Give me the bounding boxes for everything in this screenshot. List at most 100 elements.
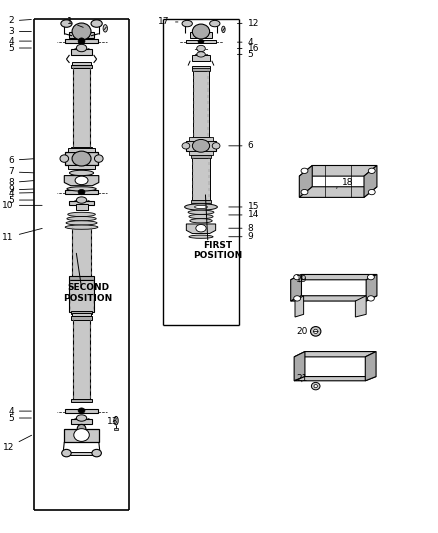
Bar — [64, 429, 99, 442]
Bar — [114, 427, 118, 430]
Text: 4: 4 — [8, 407, 32, 416]
Ellipse shape — [65, 225, 98, 229]
Polygon shape — [291, 274, 377, 280]
Ellipse shape — [77, 424, 86, 433]
Bar — [71, 311, 92, 314]
Ellipse shape — [192, 140, 210, 152]
Ellipse shape — [368, 168, 375, 173]
Text: 21: 21 — [297, 374, 308, 383]
Ellipse shape — [301, 189, 308, 195]
Polygon shape — [299, 165, 312, 197]
Text: 4: 4 — [237, 38, 253, 47]
Bar — [73, 318, 90, 400]
Text: 1: 1 — [67, 18, 83, 27]
Text: 11: 11 — [2, 229, 42, 242]
Text: 10: 10 — [2, 201, 42, 210]
Polygon shape — [366, 274, 377, 301]
Bar — [68, 148, 95, 152]
Ellipse shape — [368, 189, 375, 195]
Bar — [191, 155, 212, 158]
Ellipse shape — [367, 296, 374, 301]
Bar — [73, 67, 90, 150]
Bar — [71, 65, 92, 68]
Ellipse shape — [194, 205, 208, 208]
Bar — [65, 152, 98, 165]
Ellipse shape — [182, 143, 190, 149]
Bar — [192, 66, 210, 70]
Polygon shape — [295, 296, 304, 317]
Text: 12: 12 — [237, 19, 259, 28]
Text: 18: 18 — [336, 178, 354, 188]
Polygon shape — [299, 187, 377, 197]
Text: 9: 9 — [8, 185, 33, 195]
Polygon shape — [294, 352, 376, 357]
Text: 16: 16 — [237, 44, 259, 53]
Polygon shape — [291, 296, 377, 301]
Bar — [71, 49, 92, 55]
Ellipse shape — [60, 155, 69, 163]
Bar — [68, 165, 95, 169]
Text: 4: 4 — [8, 37, 32, 46]
Text: 4: 4 — [8, 189, 33, 198]
Ellipse shape — [182, 20, 192, 27]
Ellipse shape — [311, 327, 321, 336]
Ellipse shape — [212, 143, 220, 149]
Text: 6: 6 — [229, 141, 253, 150]
Ellipse shape — [294, 296, 300, 301]
Ellipse shape — [95, 155, 103, 163]
Bar — [191, 68, 211, 71]
Text: 7: 7 — [8, 167, 33, 176]
Text: FIRST
POSITION: FIRST POSITION — [193, 241, 242, 260]
Ellipse shape — [222, 26, 225, 33]
Ellipse shape — [210, 20, 220, 27]
Bar — [72, 313, 91, 318]
Bar — [191, 199, 212, 203]
Bar — [75, 204, 88, 209]
Ellipse shape — [192, 24, 210, 39]
Text: 15: 15 — [229, 203, 259, 212]
Ellipse shape — [72, 151, 91, 166]
Ellipse shape — [66, 221, 97, 225]
Polygon shape — [364, 165, 377, 197]
Ellipse shape — [103, 25, 107, 32]
Ellipse shape — [197, 52, 205, 57]
Text: 5: 5 — [237, 50, 253, 59]
Text: 8: 8 — [8, 178, 33, 187]
Ellipse shape — [314, 329, 318, 334]
Text: 20: 20 — [297, 327, 318, 336]
Bar — [189, 151, 213, 155]
Ellipse shape — [74, 429, 89, 441]
Ellipse shape — [114, 416, 118, 425]
Ellipse shape — [62, 449, 71, 457]
Ellipse shape — [61, 20, 72, 27]
Ellipse shape — [70, 170, 94, 175]
Text: 9: 9 — [229, 232, 253, 241]
Bar — [64, 452, 99, 455]
Bar — [70, 31, 94, 38]
Bar — [189, 138, 213, 141]
Bar — [193, 70, 209, 139]
Bar — [70, 280, 94, 312]
Text: 2: 2 — [8, 17, 32, 26]
Ellipse shape — [367, 274, 374, 280]
Bar — [192, 157, 210, 200]
Ellipse shape — [91, 20, 102, 27]
Ellipse shape — [78, 189, 85, 195]
Polygon shape — [64, 175, 99, 185]
Bar — [186, 141, 215, 151]
Text: 17: 17 — [159, 18, 178, 27]
Text: 6: 6 — [8, 156, 33, 165]
Bar — [71, 317, 92, 320]
Ellipse shape — [197, 45, 205, 52]
Text: 5: 5 — [8, 414, 32, 423]
Bar — [72, 62, 91, 67]
Bar — [65, 409, 98, 413]
Text: 13: 13 — [107, 417, 119, 426]
Ellipse shape — [189, 235, 213, 238]
Bar — [70, 276, 94, 280]
Ellipse shape — [301, 168, 308, 173]
Ellipse shape — [311, 382, 320, 390]
Bar — [191, 138, 211, 140]
Polygon shape — [291, 274, 301, 301]
Text: SECOND
POSITION: SECOND POSITION — [64, 284, 113, 303]
